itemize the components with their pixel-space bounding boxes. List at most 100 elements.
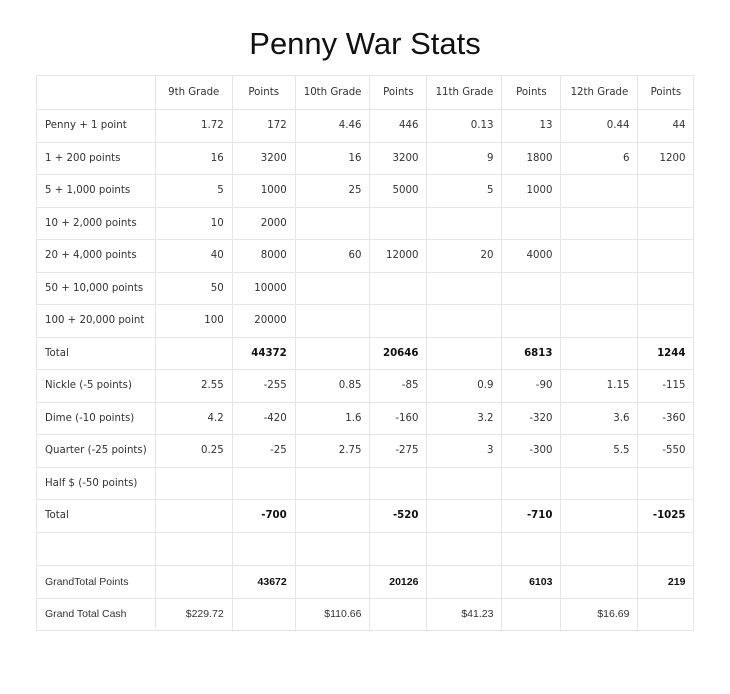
cell-10th-points: -275 — [369, 434, 428, 468]
row-label: 20 + 4,000 points — [36, 239, 156, 273]
cell-11th-points: 1800 — [501, 141, 562, 175]
header-12th-grade: 12th Grade — [560, 75, 639, 110]
header-row: 9th Grade Points 10th Grade Points 11th … — [36, 75, 695, 110]
cell-11th-points: 6103 — [501, 565, 562, 599]
cell-11th-grade — [426, 271, 503, 305]
cell-10th-points — [369, 304, 428, 338]
cell-10th-grade — [294, 565, 371, 599]
table-row: Penny + 1 point 1.72 172 4.46 446 0.13 13 0.44 4… — [36, 109, 695, 143]
row-label: Quarter (-25 points) — [36, 434, 156, 468]
cell-12th-points: -1025 — [637, 499, 695, 533]
cell-10th-grade — [294, 336, 371, 370]
cell-9th-points: 20000 — [231, 304, 296, 338]
cell-10th-points — [369, 597, 428, 631]
cell-9th-grade — [154, 336, 233, 370]
cell-10th-points: 20646 — [369, 336, 428, 370]
cell-12th-grade — [560, 336, 639, 370]
cell-10th-grade — [294, 304, 371, 338]
table-row: 1 + 200 points 16 3200 16 3200 9 1800 6 1200 — [36, 141, 695, 175]
table-row: Dime (-10 points) 4.2 -420 1.6 -160 3.2 -320 3.… — [36, 401, 695, 435]
cell-11th-grade — [426, 565, 503, 599]
cell-12th-grade — [560, 206, 639, 240]
row-label: Nickle (-5 points) — [36, 369, 156, 403]
cell-11th-grade: $41.23 — [426, 597, 503, 631]
cell-12th-points: 219 — [637, 565, 695, 599]
cell-12th-points — [637, 304, 695, 338]
header-10th-grade: 10th Grade — [294, 75, 371, 110]
cell-11th-points — [501, 206, 562, 240]
cell-9th-points: 10000 — [231, 271, 296, 305]
cell-11th-grade: 3 — [426, 434, 503, 468]
cell-11th-points — [501, 531, 562, 566]
cell-10th-grade: 1.6 — [294, 401, 371, 435]
header-10th-points: Points — [369, 75, 428, 110]
cell-12th-points: -550 — [637, 434, 695, 468]
cell-11th-points: 4000 — [501, 239, 562, 273]
header-11th-grade: 11th Grade — [426, 75, 503, 110]
cell-10th-points: -160 — [369, 401, 428, 435]
row-label: Total — [36, 336, 156, 370]
cell-12th-points — [637, 206, 695, 240]
cell-12th-grade: 1.15 — [560, 369, 639, 403]
cell-10th-points: 5000 — [369, 174, 428, 208]
cell-11th-points: 13 — [501, 109, 562, 143]
cell-11th-points: 1000 — [501, 174, 562, 208]
cell-10th-grade: 60 — [294, 239, 371, 273]
cell-9th-grade: 5 — [154, 174, 233, 208]
cell-12th-points: -115 — [637, 369, 695, 403]
row-label: 5 + 1,000 points — [36, 174, 156, 208]
header-11th-points: Points — [501, 75, 562, 110]
row-label: 1 + 200 points — [36, 141, 156, 175]
cell-10th-points: 20126 — [369, 565, 428, 599]
row-label: Half $ (-50 points) — [36, 466, 156, 500]
header-9th-points: Points — [231, 75, 296, 110]
cell-9th-grade: 50 — [154, 271, 233, 305]
cell-9th-grade — [154, 466, 233, 500]
row-label: 100 + 20,000 point — [36, 304, 156, 338]
row-label: Dime (-10 points) — [36, 401, 156, 435]
cell-12th-points — [637, 597, 695, 631]
row-label: Total — [36, 499, 156, 533]
cell-12th-grade — [560, 304, 639, 338]
cell-10th-grade — [294, 499, 371, 533]
row-label — [36, 531, 156, 566]
cell-9th-grade — [154, 565, 233, 599]
cell-9th-points: -420 — [231, 401, 296, 435]
cell-9th-points: -700 — [231, 499, 296, 533]
table-row: 5 + 1,000 points 5 1000 25 5000 5 1000 — [36, 174, 695, 208]
cell-10th-grade — [294, 531, 371, 566]
cell-9th-grade: $229.72 — [154, 597, 233, 631]
cell-11th-grade: 20 — [426, 239, 503, 273]
cell-11th-grade: 0.13 — [426, 109, 503, 143]
cell-9th-grade — [154, 499, 233, 533]
cell-11th-grade: 3.2 — [426, 401, 503, 435]
cell-12th-grade — [560, 499, 639, 533]
cell-9th-grade: 2.55 — [154, 369, 233, 403]
cell-11th-grade — [426, 304, 503, 338]
cell-10th-grade: 16 — [294, 141, 371, 175]
cell-12th-grade — [560, 174, 639, 208]
cell-10th-points: 446 — [369, 109, 428, 143]
cell-9th-points — [231, 597, 296, 631]
cell-9th-grade: 16 — [154, 141, 233, 175]
cell-11th-points: -320 — [501, 401, 562, 435]
table-row: GrandTotal Points 43672 20126 6103 219 — [36, 565, 695, 599]
cell-12th-points: 1200 — [637, 141, 695, 175]
cell-11th-points: -90 — [501, 369, 562, 403]
table-row: 10 + 2,000 points 10 2000 — [36, 206, 695, 240]
cell-9th-grade: 10 — [154, 206, 233, 240]
cell-10th-points: 12000 — [369, 239, 428, 273]
cell-12th-grade — [560, 531, 639, 566]
cell-9th-points: 1000 — [231, 174, 296, 208]
cell-10th-points — [369, 531, 428, 566]
cell-9th-grade: 4.2 — [154, 401, 233, 435]
cell-12th-grade: 0.44 — [560, 109, 639, 143]
cell-12th-grade — [560, 565, 639, 599]
row-label: 10 + 2,000 points — [36, 206, 156, 240]
cell-10th-grade — [294, 466, 371, 500]
cell-10th-points — [369, 271, 428, 305]
cell-11th-points: -300 — [501, 434, 562, 468]
cell-11th-grade — [426, 531, 503, 566]
cell-9th-points: 172 — [231, 109, 296, 143]
row-label: 50 + 10,000 points — [36, 271, 156, 305]
